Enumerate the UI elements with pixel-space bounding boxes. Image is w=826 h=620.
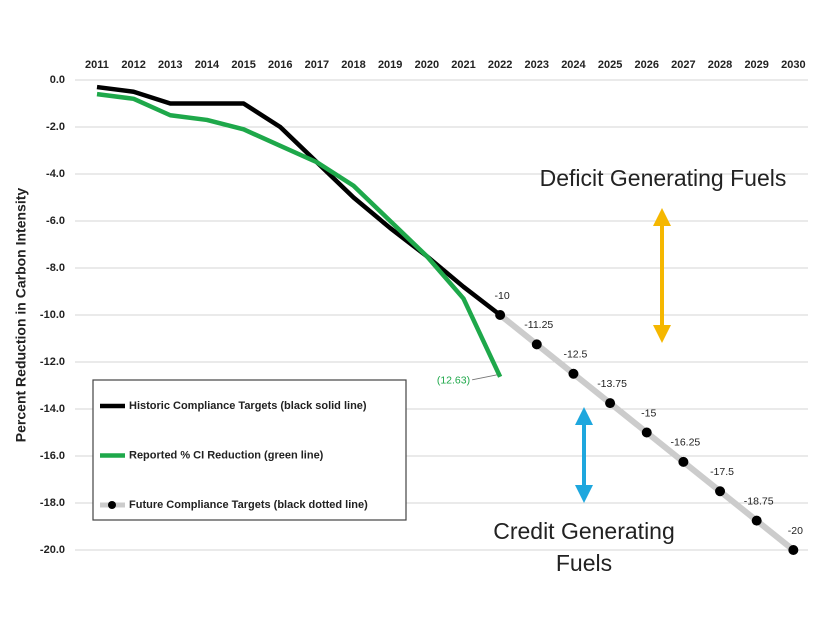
legend-label: Future Compliance Targets (black dotted …: [129, 499, 368, 511]
marker: [641, 427, 652, 438]
data-label: -17.5: [710, 466, 734, 478]
series-line: [96, 84, 502, 317]
data-label: -12.5: [563, 349, 587, 361]
y-tick-label: -4.0: [46, 168, 65, 180]
y-tick-label: -8.0: [46, 262, 65, 274]
data-label: -11.25: [524, 319, 553, 331]
annotation: Deficit Generating Fuels: [540, 165, 787, 191]
x-tick-label: 2028: [708, 59, 732, 71]
y-tick-label: -18.0: [40, 497, 65, 509]
legend: Historic Compliance Targets (black solid…: [92, 379, 407, 521]
y-tick-label: -6.0: [46, 215, 65, 227]
marker: [715, 486, 726, 497]
legend-marker: [108, 501, 116, 509]
marker: [568, 368, 579, 379]
x-tick-label: 2027: [671, 59, 695, 71]
y-tick-label: -2.0: [46, 121, 65, 133]
data-label: -13.75: [597, 378, 627, 390]
data-label: -10: [495, 290, 510, 302]
legend-label: Historic Compliance Targets (black solid…: [129, 400, 367, 412]
x-tick-label: 2022: [488, 59, 512, 71]
y-tick-label: -20.0: [40, 544, 65, 556]
marker: [678, 456, 689, 467]
data-label: -15: [641, 407, 656, 419]
x-tick-label: 2012: [121, 59, 145, 71]
x-tick-label: 2015: [231, 59, 255, 71]
y-axis-label: Percent Reduction in Carbon Intensity: [13, 188, 29, 443]
marker: [605, 398, 616, 409]
marker: [495, 310, 506, 320]
y-tick-label: -16.0: [40, 450, 65, 462]
x-tick-label: 2016: [268, 59, 292, 71]
data-label: -20: [788, 525, 803, 537]
x-tick-label: 2011: [85, 59, 109, 71]
data-label: -18.75: [744, 495, 774, 507]
leader-line: [472, 374, 498, 381]
y-tick-label: -14.0: [40, 403, 65, 415]
legend-label: Reported % CI Reduction (green line): [129, 449, 324, 461]
x-tick-label: 2025: [598, 59, 622, 71]
deficit-arrow: [653, 208, 671, 343]
series-line: [96, 91, 503, 378]
marker: [788, 545, 799, 555]
x-tick-label: 2021: [451, 59, 475, 71]
credit-arrow: [575, 407, 593, 503]
x-tick-label: 2020: [415, 59, 439, 71]
x-tick-label: 2013: [158, 59, 182, 71]
x-tick-label: 2018: [341, 59, 365, 71]
y-tick-label: -10.0: [40, 309, 65, 321]
x-tick-label: 2014: [195, 59, 220, 71]
legend-box: [92, 379, 407, 521]
x-tick-label: 2029: [744, 59, 768, 71]
x-tick-label: 2019: [378, 59, 402, 71]
y-tick-label: 0.0: [50, 74, 65, 86]
data-label: -16.25: [670, 437, 700, 449]
y-tick-label: -12.0: [40, 356, 65, 368]
x-tick-label: 2026: [634, 59, 658, 71]
marker: [751, 515, 762, 526]
x-tick-label: 2017: [305, 59, 329, 71]
annotation: Credit Generating: [493, 518, 675, 544]
x-tick-label: 2030: [781, 59, 805, 71]
marker: [531, 339, 542, 350]
annotation: Fuels: [556, 550, 612, 576]
x-tick-label: 2023: [525, 59, 549, 71]
x-tick-label: 2024: [561, 59, 586, 71]
data-label: (12.63): [437, 375, 470, 387]
